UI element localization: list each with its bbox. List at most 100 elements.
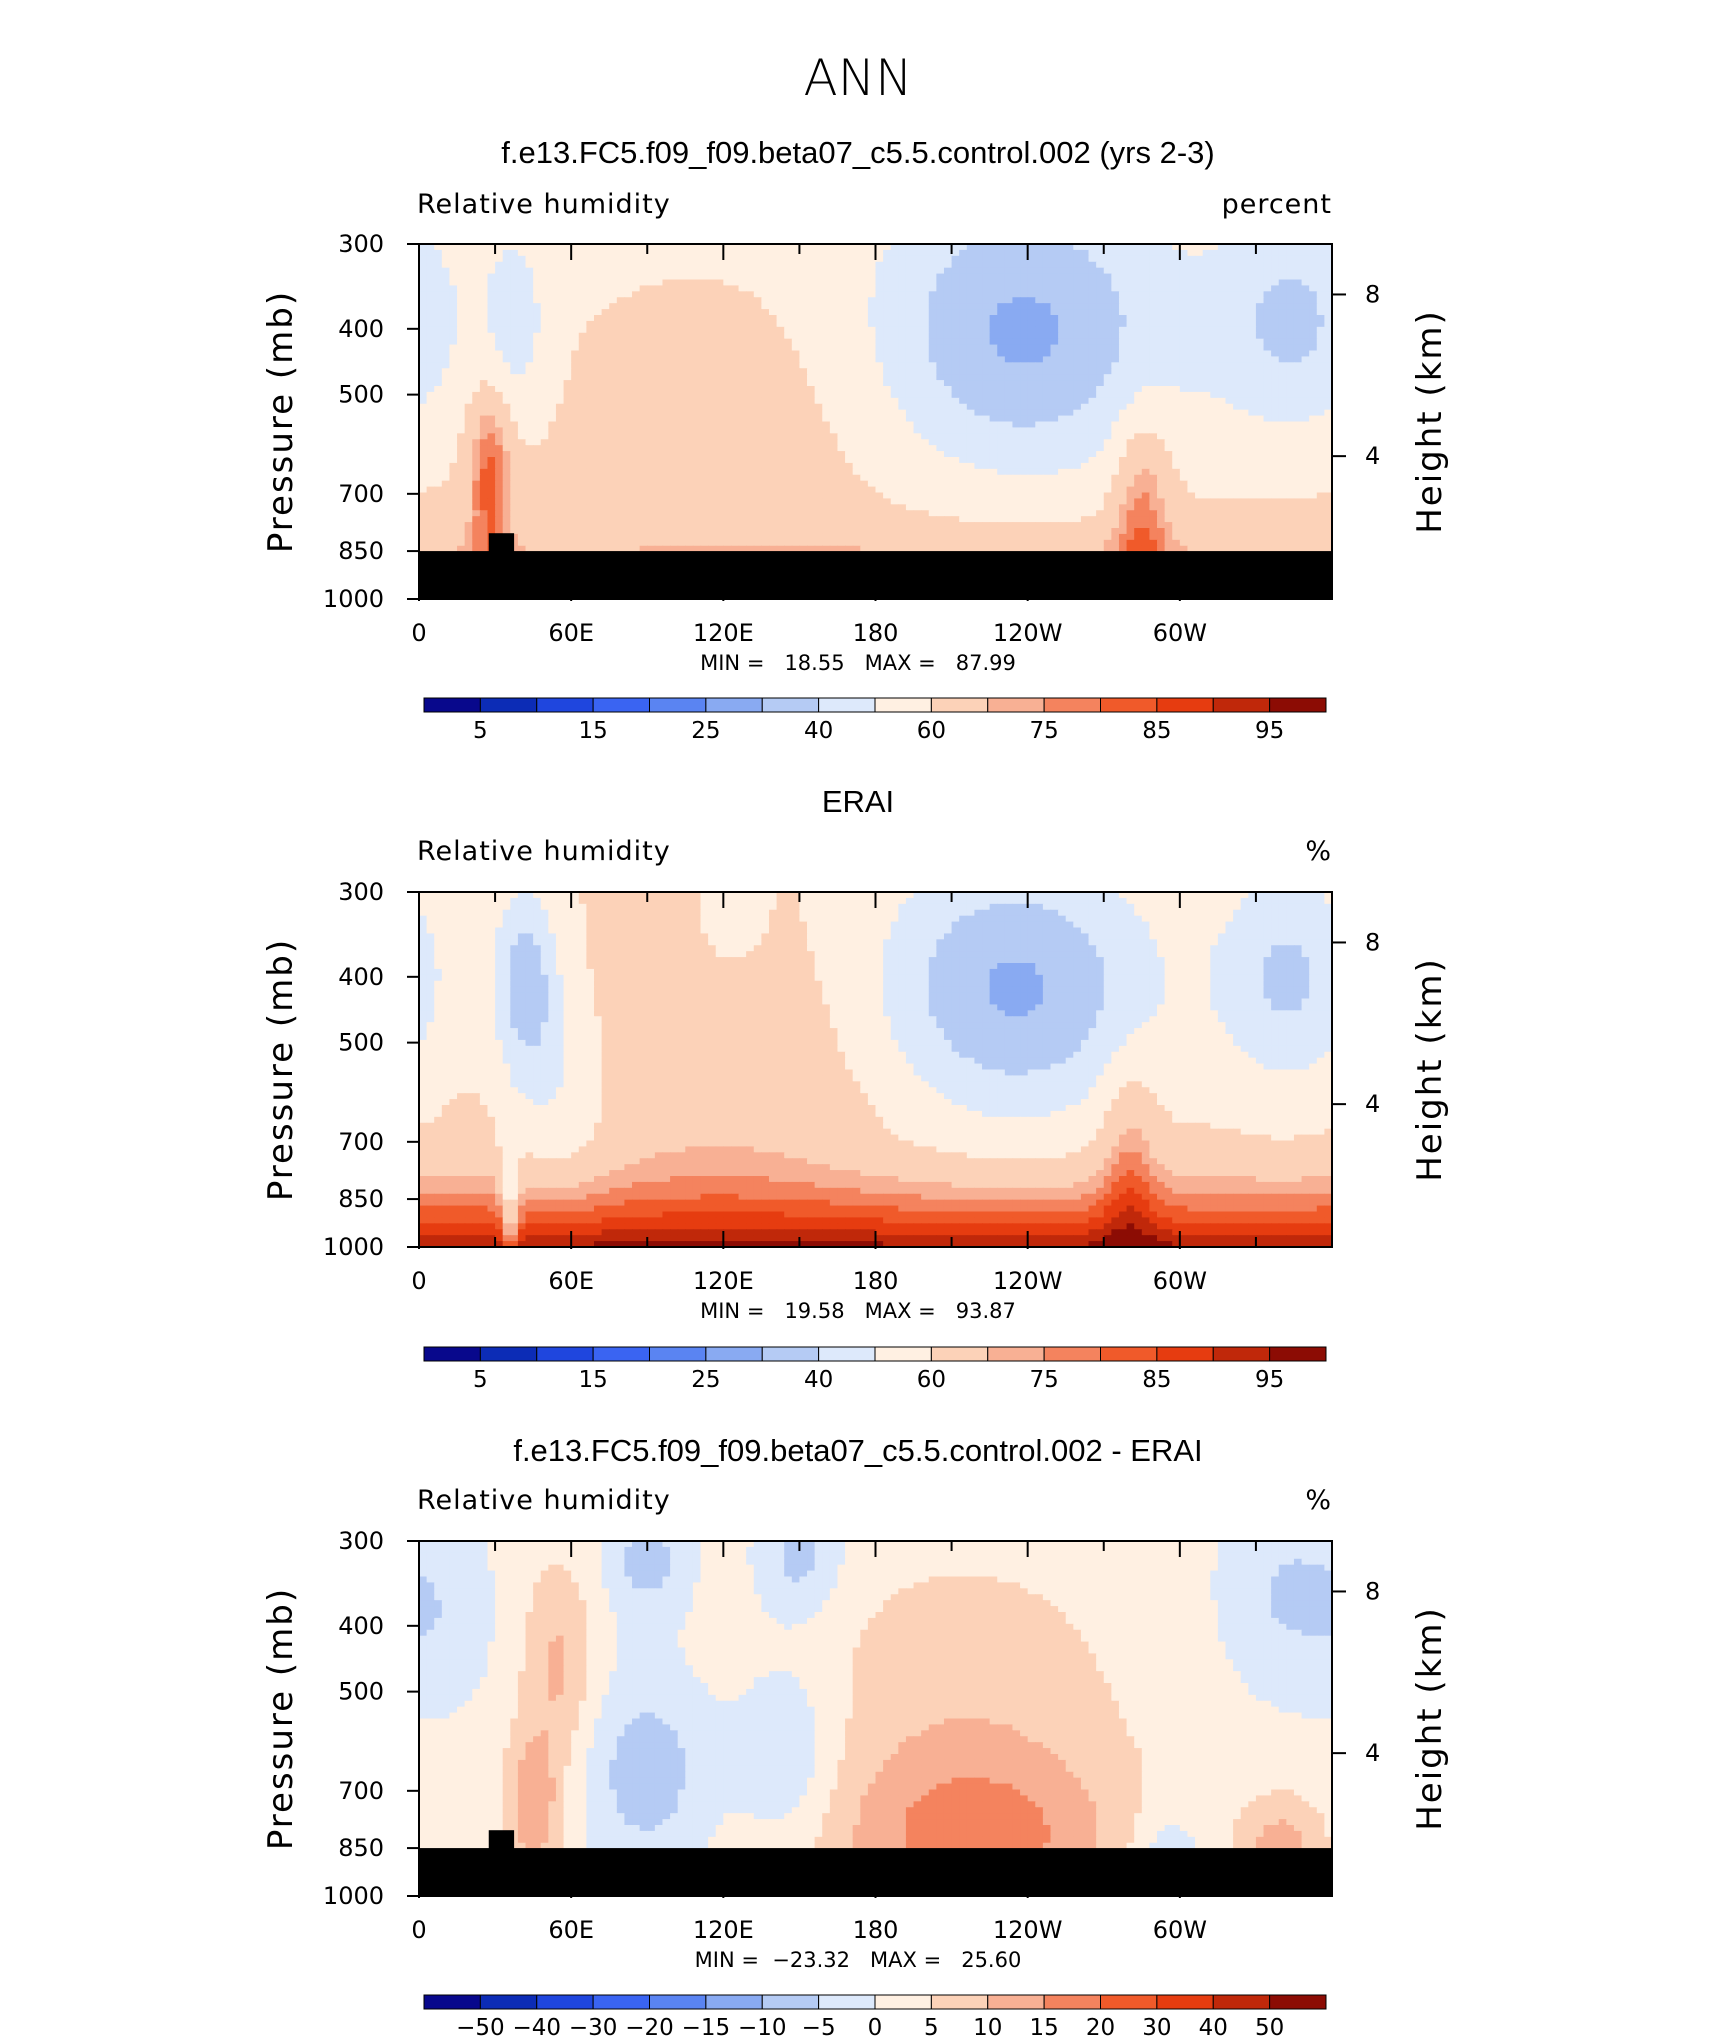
heatmap-cell: [1004, 474, 1014, 482]
heatmap-cell: [837, 279, 846, 287]
heatmap-cell: [1286, 427, 1295, 434]
heatmap-cell: [1149, 303, 1158, 310]
heatmap-cell: [1088, 362, 1097, 369]
heatmap-cell: [632, 350, 641, 358]
heatmap-cell: [723, 303, 732, 310]
heatmap-cell: [601, 374, 610, 381]
heatmap-cell: [457, 397, 466, 405]
heatmap-cell: [502, 451, 511, 458]
heatmap-cell: [571, 462, 580, 470]
heatmap-cell: [1164, 350, 1173, 358]
heatmap-cell: [989, 457, 998, 464]
heatmap-cell: [548, 409, 557, 417]
heatmap-cell: [723, 415, 732, 423]
heatmap-cell: [525, 285, 534, 292]
heatmap-cell: [540, 285, 549, 292]
heatmap-cell: [1202, 468, 1211, 476]
heatmap-cell: [1073, 427, 1082, 434]
heatmap-cell: [982, 291, 991, 298]
heatmap-cell: [593, 457, 603, 464]
heatmap-cell: [1255, 315, 1265, 322]
heatmap-cell: [905, 439, 915, 446]
heatmap-cell: [959, 273, 968, 281]
heatmap-cell: [555, 261, 565, 269]
heatmap-cell: [510, 338, 519, 346]
heatmap-cell: [943, 468, 953, 476]
heatmap-cell: [1225, 368, 1234, 375]
heatmap-cell: [1233, 445, 1242, 452]
heatmap-cell: [1134, 415, 1143, 423]
heatmap-cell: [1187, 356, 1196, 363]
heatmap-cell: [670, 474, 679, 482]
heatmap-cell: [1248, 332, 1257, 340]
heatmap-cell: [1271, 462, 1280, 470]
heatmap-cell: [1035, 255, 1044, 263]
heatmap-cell: [502, 309, 511, 316]
heatmap-cell: [997, 338, 1006, 346]
heatmap-cell: [1278, 255, 1287, 263]
heatmap-cell: [1058, 433, 1067, 440]
heatmap-cell: [913, 468, 922, 476]
heatmap-cell: [434, 474, 443, 482]
heatmap-cell: [799, 433, 808, 440]
heatmap-cell: [1278, 267, 1287, 275]
heatmap-cell: [776, 468, 785, 476]
heatmap-cell: [1080, 439, 1090, 446]
heatmap-cell: [1225, 273, 1234, 281]
heatmap-cell: [1278, 303, 1287, 310]
heatmap-cell: [540, 362, 549, 369]
heatmap-cell: [525, 474, 534, 482]
heatmap-cell: [1195, 362, 1204, 369]
heatmap-cell: [434, 480, 443, 488]
heatmap-cell: [495, 397, 504, 405]
heatmap-cell: [1301, 374, 1310, 381]
heatmap-cell: [548, 457, 557, 464]
heatmap-cell: [502, 255, 511, 263]
heatmap-cell: [1004, 362, 1014, 369]
heatmap-cell: [457, 356, 466, 363]
heatmap-cell: [571, 433, 580, 440]
heatmap-cell: [1202, 344, 1211, 352]
heatmap-cell: [799, 427, 808, 434]
heatmap-cell: [959, 451, 968, 458]
heatmap-cell: [616, 297, 626, 304]
heatmap-cell: [1240, 409, 1249, 417]
heatmap-cell: [1096, 261, 1105, 269]
heatmap-cell: [1164, 291, 1173, 298]
heatmap-cell: [761, 433, 770, 440]
heatmap-cell: [875, 374, 884, 381]
heatmap-cell: [479, 486, 489, 494]
heatmap-cell: [943, 273, 953, 281]
heatmap-cell: [1293, 415, 1303, 423]
heatmap-cell: [875, 403, 884, 411]
heatmap-cell: [1103, 338, 1112, 346]
heatmap-cell: [593, 397, 603, 405]
heatmap-cell: [791, 474, 801, 482]
heatmap-cell: [586, 309, 595, 316]
heatmap-cell: [1065, 380, 1074, 387]
heatmap-cell: [1058, 445, 1067, 452]
heatmap-cell: [1195, 468, 1204, 476]
heatmap-cell: [1141, 320, 1150, 328]
heatmap-cell: [1035, 462, 1044, 470]
heatmap-cell: [1293, 468, 1303, 476]
heatmap-cell: [784, 433, 793, 440]
heatmap-cell: [1035, 279, 1044, 287]
heatmap-cell: [639, 320, 648, 328]
heatmap-cell: [1316, 386, 1325, 393]
heatmap-cell: [464, 291, 473, 298]
heatmap-cell: [457, 391, 466, 399]
heatmap-cell: [609, 374, 618, 381]
heatmap-cell: [1248, 350, 1257, 358]
heatmap-cell: [936, 356, 945, 363]
heatmap-cell: [1118, 362, 1128, 369]
heatmap-cell: [700, 415, 709, 423]
heatmap-cell: [487, 255, 496, 263]
heatmap-cell: [921, 445, 930, 452]
heatmap-cell: [1255, 309, 1265, 316]
heatmap-cell: [487, 326, 496, 334]
heatmap-cell: [700, 397, 709, 405]
heatmap-cell: [1020, 344, 1029, 352]
heatmap-cell: [1134, 326, 1143, 334]
heatmap-cell: [419, 380, 428, 387]
